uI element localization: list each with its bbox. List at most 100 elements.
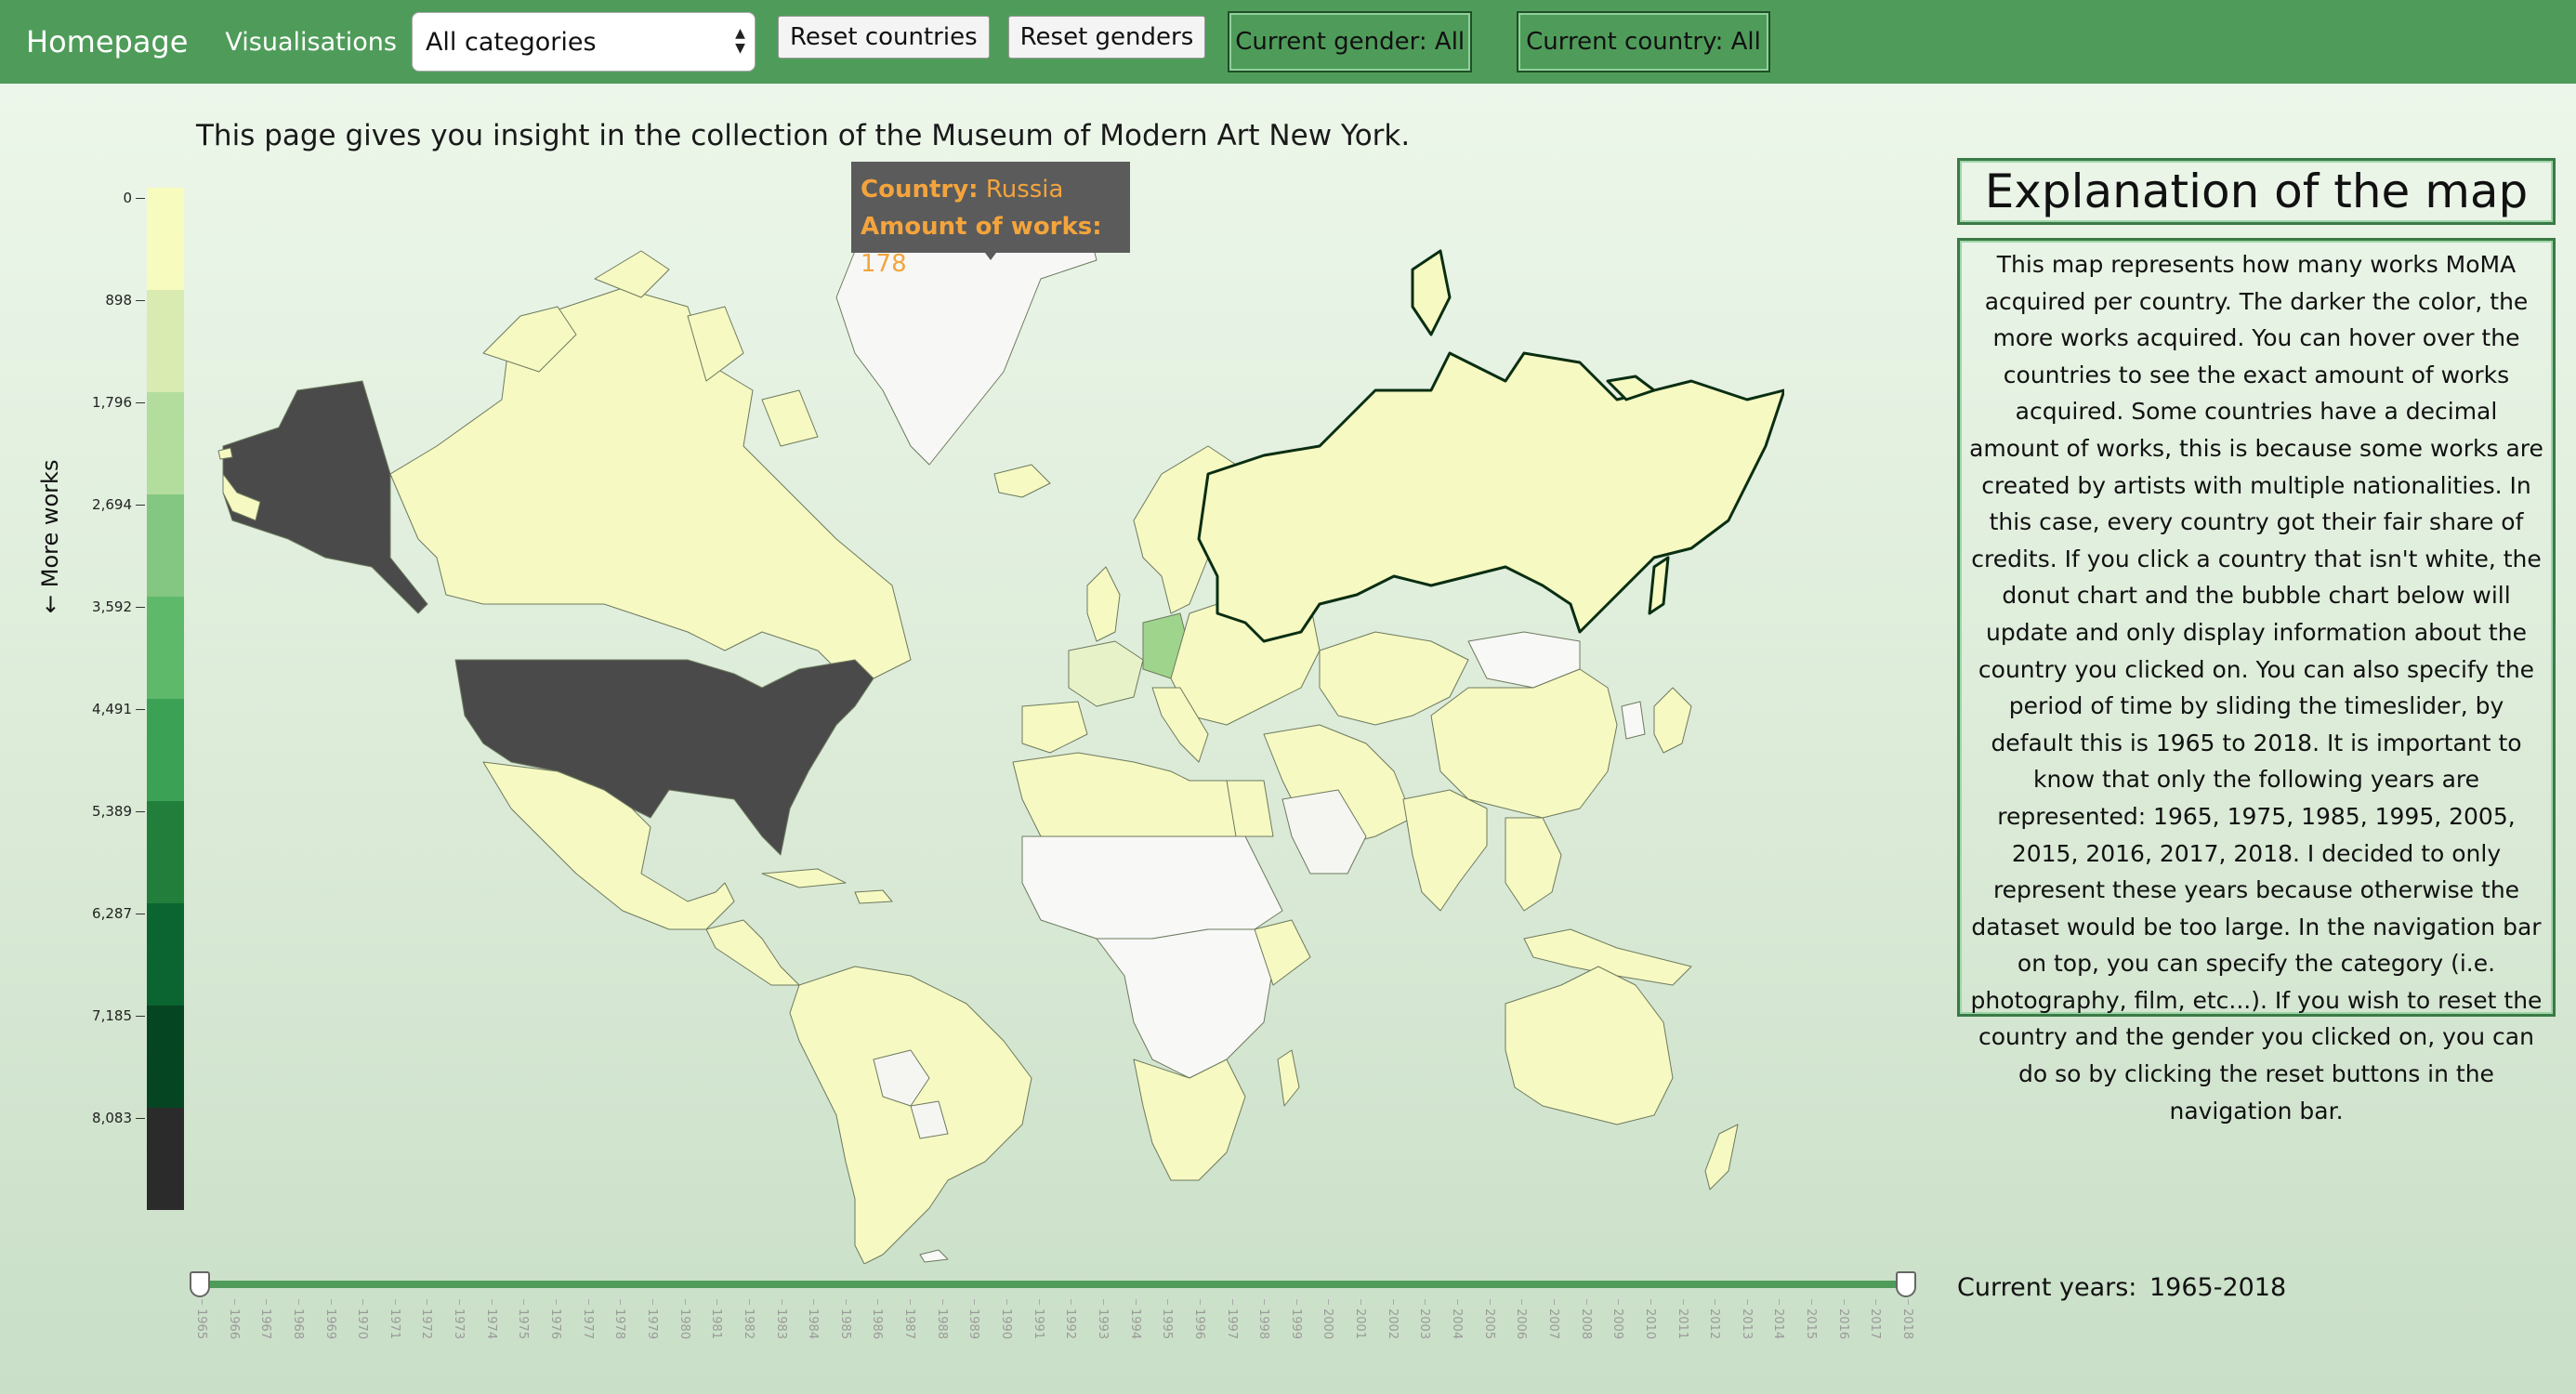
slider-year-tick: 1986 [870, 1309, 885, 1340]
country-usa[interactable] [454, 659, 874, 856]
country-canada[interactable] [389, 287, 912, 689]
country-sahel[interactable] [1021, 835, 1283, 940]
country-central-america[interactable] [705, 919, 800, 986]
current-gender-status: Current gender: All [1228, 11, 1473, 72]
slider-year-tick: 1976 [548, 1309, 563, 1340]
antarctic-island[interactable] [919, 1249, 949, 1263]
time-slider-end-handle[interactable] [1896, 1271, 1916, 1297]
intro-text: This page gives you insight in the colle… [196, 119, 1411, 152]
country-cuba[interactable] [761, 868, 847, 888]
tooltip-pointer-icon [985, 253, 996, 260]
select-arrows-icon: ▲ ▼ [735, 26, 745, 56]
slider-year-tick: 1993 [1095, 1309, 1110, 1340]
country-japan[interactable] [1653, 687, 1692, 754]
slider-year-tick: 1974 [483, 1309, 498, 1340]
country-russia[interactable] [1197, 351, 1784, 643]
country-southern-africa[interactable] [1133, 1059, 1246, 1181]
slider-year-tick: 1997 [1224, 1309, 1239, 1340]
legend-tick-label: 4,491 [56, 701, 145, 717]
country-southeast-asia[interactable] [1505, 817, 1562, 912]
country-hispaniola[interactable] [854, 889, 893, 904]
world-map [217, 194, 1784, 1264]
slider-year-tick: 1969 [322, 1309, 337, 1340]
slider-year-tick: 2002 [1385, 1309, 1400, 1340]
slider-year-tick: 2012 [1707, 1309, 1722, 1340]
legend-swatch [147, 494, 184, 597]
country-central-africa[interactable] [1096, 928, 1274, 1079]
country-kazakhstan[interactable] [1319, 631, 1469, 726]
country-alaska[interactable] [222, 380, 428, 614]
aleutian-island[interactable] [217, 447, 233, 460]
slider-year-tick: 1965 [194, 1309, 208, 1340]
slider-year-tick: 1983 [773, 1309, 788, 1340]
legend-tick-label: 8,083 [56, 1110, 145, 1126]
slider-year-tick: 1966 [226, 1309, 241, 1340]
slider-year-tick: 1982 [741, 1309, 756, 1340]
legend-tick-label: 1,796 [56, 394, 145, 411]
country-mexico[interactable] [482, 761, 735, 930]
slider-year-tick: 2004 [1450, 1309, 1465, 1340]
slider-year-tick: 2010 [1642, 1309, 1657, 1340]
homepage-link[interactable]: Homepage [26, 24, 189, 59]
country-saudi-arabia[interactable] [1281, 789, 1367, 875]
slider-year-tick: 1967 [258, 1309, 273, 1340]
country-australia[interactable] [1505, 966, 1674, 1125]
legend-axis-label: ← More works [37, 459, 63, 613]
country-new-zealand[interactable] [1704, 1124, 1739, 1190]
slider-year-tick: 1995 [1160, 1309, 1175, 1340]
slider-year-tick: 1971 [387, 1309, 401, 1340]
country-korea[interactable] [1621, 701, 1646, 740]
visualisations-link[interactable]: Visualisations [225, 27, 397, 57]
tooltip-country-key: Country: [861, 176, 979, 204]
country-south-america[interactable] [789, 966, 1032, 1264]
time-slider-track[interactable] [199, 1281, 1905, 1288]
country-italy[interactable] [1151, 687, 1209, 763]
country-paraguay[interactable] [910, 1100, 949, 1139]
country-egypt[interactable] [1226, 780, 1274, 837]
slider-year-tick: 1977 [580, 1309, 595, 1340]
country-madagascar[interactable] [1277, 1049, 1300, 1107]
slider-year-tick: 1990 [999, 1309, 1014, 1340]
legend-tick-label: 0 [56, 190, 145, 206]
category-select[interactable]: All categories ▲ ▼ [411, 12, 756, 72]
legend-tick-label: 7,185 [56, 1007, 145, 1024]
slider-year-tick: 2008 [1578, 1309, 1593, 1340]
country-east-africa[interactable] [1254, 919, 1311, 986]
country-iceland[interactable] [993, 464, 1051, 498]
country-uk[interactable] [1086, 566, 1121, 642]
russia-islands[interactable] [1411, 249, 1656, 401]
slider-year-tick: 1987 [902, 1309, 917, 1340]
reset-genders-button[interactable]: Reset genders [1007, 16, 1206, 59]
slider-year-tick: 1981 [709, 1309, 724, 1340]
alaska-tip[interactable] [222, 473, 261, 521]
navbar: Homepage Visualisations All categories ▲… [0, 0, 2576, 84]
legend-tick-label: 5,389 [56, 803, 145, 820]
slider-year-tick: 1980 [677, 1309, 691, 1340]
country-india[interactable] [1402, 789, 1488, 912]
country-france[interactable] [1068, 640, 1144, 707]
slider-year-tick: 2009 [1610, 1309, 1625, 1340]
legend-swatch [147, 801, 184, 903]
slider-year-tick: 1985 [837, 1309, 852, 1340]
time-slider-start-handle[interactable] [190, 1271, 210, 1297]
slider-year-tick: 1972 [419, 1309, 434, 1340]
tooltip-works-key: Amount of works: [861, 213, 1102, 241]
slider-year-tick: 2003 [1417, 1309, 1432, 1340]
country-north-africa[interactable] [1012, 752, 1255, 837]
russia-sakhalin[interactable] [1648, 556, 1670, 615]
slider-year-tick: 2011 [1675, 1309, 1689, 1340]
slider-year-tick: 1979 [644, 1309, 659, 1340]
country-indonesia[interactable] [1523, 928, 1692, 986]
slider-year-tick: 2017 [1868, 1309, 1883, 1340]
country-canada-islands[interactable] [482, 250, 819, 447]
slider-year-tick: 2018 [1900, 1309, 1914, 1340]
slider-year-tick: 1975 [516, 1309, 531, 1340]
explanation-body: This map represents how many works MoMA … [1957, 238, 2556, 1124]
legend-swatch [147, 1006, 184, 1108]
reset-countries-button[interactable]: Reset countries [777, 16, 990, 59]
slider-year-tick: 1968 [290, 1309, 305, 1340]
slider-year-tick: 1978 [612, 1309, 627, 1340]
country-spain[interactable] [1021, 701, 1088, 754]
category-select-value: All categories [425, 27, 597, 57]
country-bolivia[interactable] [873, 1049, 930, 1107]
